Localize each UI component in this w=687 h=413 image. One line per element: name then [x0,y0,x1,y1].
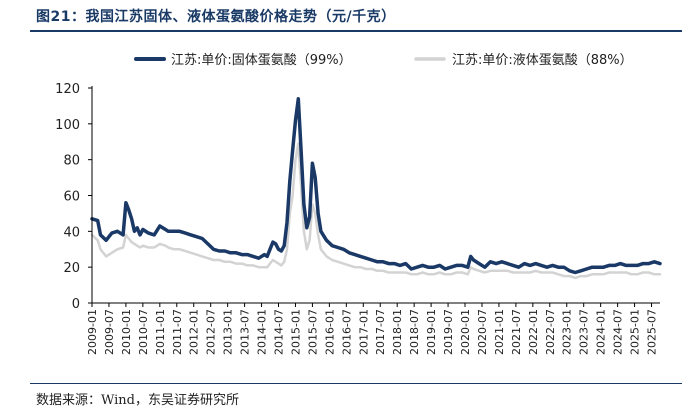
x-tick-label: 2010-07 [137,309,150,355]
x-tick-label: 2013-01 [222,309,235,355]
x-tick-label: 2015-07 [306,309,319,355]
series-line-solid-methionine [90,97,662,275]
y-tick-label: 60 [63,190,80,205]
x-tick-label: 2015-01 [289,309,302,355]
y-tick-label: 100 [55,118,80,133]
x-tick-label: 2014-07 [273,309,286,355]
x-tick-label: 2009-01 [86,309,99,355]
series-line-liquid-methionine [90,142,662,280]
y-tick-label: 120 [55,82,80,97]
x-tick-label: 2017-07 [374,309,387,355]
price-line-chart: 江苏:单价:固体蛋氨酸（99%） 江苏:单价:液体蛋氨酸（88%） 0 20 40 60… [55,52,662,355]
x-tick-label: 2011-07 [171,309,184,355]
x-tick-label: 2023-01 [561,309,574,355]
axes-layer: 0 20 40 60 80 100 120 2009-01 2009-07 2010-01 2010… [55,82,660,355]
x-tick-label: 2012-01 [188,309,201,355]
legend-item-solid-label: 江苏:单价:固体蛋氨酸（99%） [171,52,352,68]
x-tick-label: 2016-01 [323,309,336,355]
series-layer [90,97,662,280]
x-tick-label: 2019-01 [425,309,438,355]
x-tick-label: 2010-01 [120,309,133,355]
x-tick-label: 2012-07 [205,309,218,355]
x-tick-label: 2017-01 [357,309,370,355]
x-tick-label: 2022-01 [527,309,540,355]
legend: 江苏:单价:固体蛋氨酸（99%） 江苏:单价:液体蛋氨酸（88%） [134,52,633,68]
x-tick-label: 2009-07 [103,309,116,355]
bottom-rule [30,383,682,384]
x-tick-label: 2025-07 [646,309,659,355]
x-tick-label: 2025-01 [629,309,642,355]
x-tick-label: 2018-01 [391,309,404,355]
x-tick-label: 2023-07 [578,309,591,355]
x-tick-label: 2021-07 [510,309,523,355]
figure-title: 图21：我国江苏固体、液体蛋氨酸价格走势（元/千克） [36,9,396,25]
x-tick-label: 2021-01 [493,309,506,355]
x-tick-label: 2016-07 [340,309,353,355]
x-tick-label: 2024-07 [612,309,625,355]
x-tick-label: 2024-01 [595,309,608,355]
x-tick-label: 2013-07 [239,309,252,355]
x-tick-label: 2020-07 [476,309,489,355]
y-tick-label: 20 [63,261,80,276]
x-tick-label: 2011-01 [154,309,167,355]
source-note: 数据来源：Wind，东吴证券研究所 [36,393,239,408]
legend-item-liquid-label: 江苏:单价:液体蛋氨酸（88%） [452,52,633,68]
x-tick-label: 2019-07 [442,309,455,355]
x-tick-label: 2020-01 [459,309,472,355]
title-bar: 图21：我国江苏固体、液体蛋氨酸价格走势（元/千克） [0,0,687,30]
y-tick-label: 40 [63,225,80,240]
x-tick-label: 2022-07 [544,309,557,355]
x-tick-label: 2014-01 [256,309,269,355]
x-tick-label: 2018-07 [408,309,421,355]
y-tick-label: 80 [63,154,80,169]
y-tick-label: 0 [72,297,80,312]
title-rule [30,30,682,32]
